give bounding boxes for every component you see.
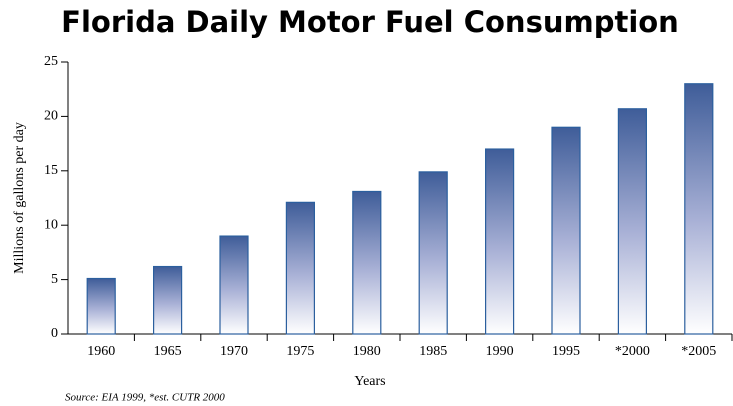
x-tick-label: 1960 [87, 344, 115, 359]
y-tick-label: 15 [44, 163, 58, 178]
x-tick-label: 1980 [353, 344, 381, 359]
bar [352, 190, 382, 335]
y-axis-label: Millions of gallons per day [12, 122, 27, 274]
x-tick-label: 1985 [419, 344, 447, 359]
source-note: Source: EIA 1999, *est. CUTR 2000 [65, 392, 225, 404]
bar [86, 277, 116, 335]
bar [153, 265, 183, 335]
bar [551, 126, 581, 335]
chart-title: Florida Daily Motor Fuel Consumption [61, 5, 679, 39]
y-tick-label: 25 [44, 54, 58, 69]
bar [617, 108, 648, 335]
y-tick-label: 0 [51, 326, 58, 341]
x-axis-label: Years [354, 374, 385, 389]
y-tick-label: 10 [44, 217, 58, 232]
x-tick-label: *2005 [681, 344, 716, 359]
bar [684, 83, 714, 335]
x-tick-label: 1970 [220, 344, 248, 359]
bar [485, 148, 515, 335]
x-tick-label: 1975 [286, 344, 314, 359]
x-tick-label: 1995 [552, 344, 580, 359]
x-tick-label: 1965 [154, 344, 182, 359]
bar [219, 235, 249, 335]
x-tick-label: 1990 [486, 344, 514, 359]
bar [418, 171, 448, 335]
y-tick-label: 20 [44, 109, 58, 124]
x-tick-label: *2000 [615, 344, 650, 359]
bar [285, 201, 315, 335]
y-tick-label: 5 [51, 272, 58, 287]
